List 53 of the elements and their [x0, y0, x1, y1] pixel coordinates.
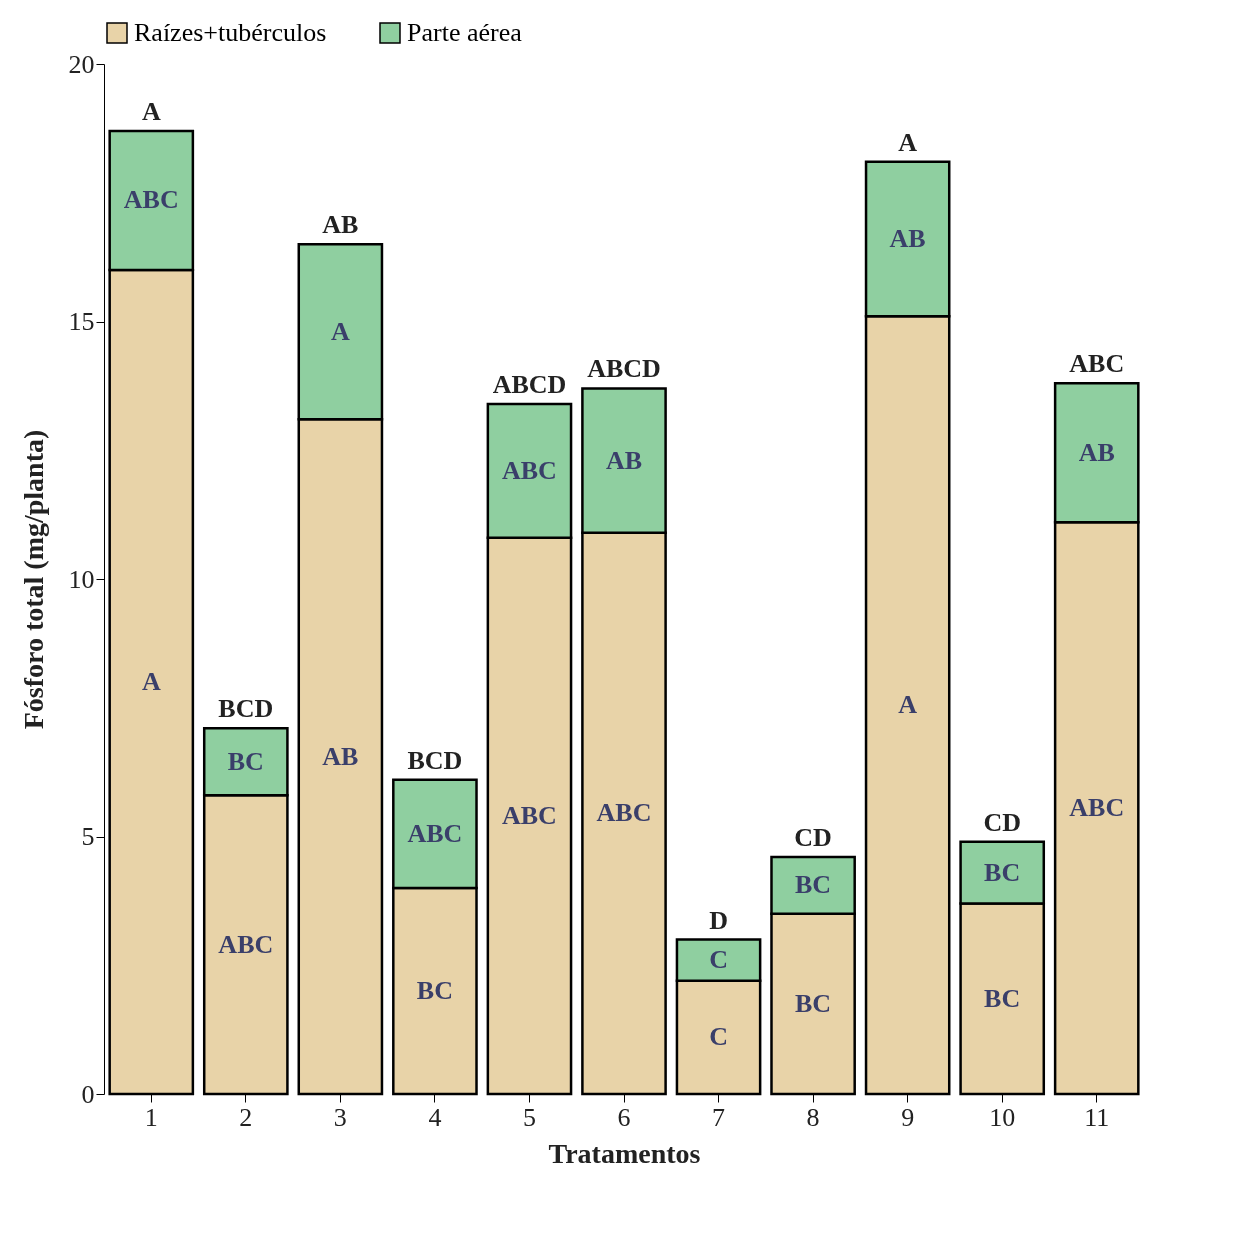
x-tick-label: 2: [239, 1102, 253, 1132]
total-label: ABCD: [492, 369, 567, 399]
x-axis-title: Tratamentos: [548, 1137, 701, 1169]
total-label: CD: [794, 823, 832, 853]
y-axis-title: Fósforo total (mg/planta): [17, 429, 49, 730]
x-tick-label: 6: [617, 1102, 631, 1132]
data-label: C: [709, 1022, 728, 1052]
y-tick-label: 20: [68, 49, 95, 79]
y-tick-label: 10: [68, 564, 95, 594]
total-label: CD: [983, 807, 1021, 837]
data-label: BC: [795, 870, 832, 900]
x-tick-label: 9: [901, 1102, 915, 1132]
data-label: BC: [416, 976, 453, 1005]
total-label: ABCD: [587, 354, 661, 384]
y-tick-label: 15: [68, 307, 95, 336]
data-label: A: [330, 316, 350, 346]
data-label: AB: [1078, 437, 1115, 467]
data-label: ABC: [502, 800, 557, 830]
data-label: AB: [889, 224, 926, 254]
total-label: ABC: [1069, 349, 1125, 379]
x-tick-label: 7: [712, 1102, 726, 1132]
total-label: BCD: [218, 694, 274, 724]
data-label: ABC: [1069, 793, 1125, 823]
data-label: A: [141, 667, 161, 696]
x-tick-label: 8: [806, 1102, 820, 1132]
data-label: BC: [795, 988, 832, 1018]
total-label: A: [141, 96, 161, 126]
y-tick-label: 0: [81, 1079, 95, 1109]
total-label: D: [709, 905, 728, 935]
data-label: AB: [605, 445, 643, 475]
x-tick-label: 5: [522, 1102, 536, 1132]
total-label: BCD: [407, 745, 463, 775]
x-tick-label: 1: [144, 1102, 158, 1132]
data-label: ABC: [218, 929, 274, 959]
total-label: AB: [322, 210, 359, 240]
data-label: ABC: [502, 455, 557, 485]
data-label: AB: [322, 741, 359, 771]
data-label: ABC: [123, 185, 179, 215]
data-label: BC: [227, 746, 264, 776]
y-tick-label: 5: [81, 822, 95, 851]
legend-label: Raízes+tubérculos: [134, 18, 327, 47]
x-tick-label: 10: [989, 1102, 1016, 1132]
x-tick-label: 3: [333, 1102, 347, 1132]
x-tick-label: 11: [1084, 1102, 1110, 1132]
data-label: BC: [984, 983, 1021, 1013]
data-label: ABC: [407, 818, 463, 848]
x-tick-label: 4: [428, 1102, 442, 1132]
data-label: BC: [984, 857, 1021, 887]
total-label: A: [898, 127, 918, 157]
data-label: ABC: [596, 798, 652, 828]
data-label: A: [898, 690, 918, 720]
legend-label: Parte aérea: [407, 18, 523, 47]
data-label: C: [709, 945, 728, 975]
